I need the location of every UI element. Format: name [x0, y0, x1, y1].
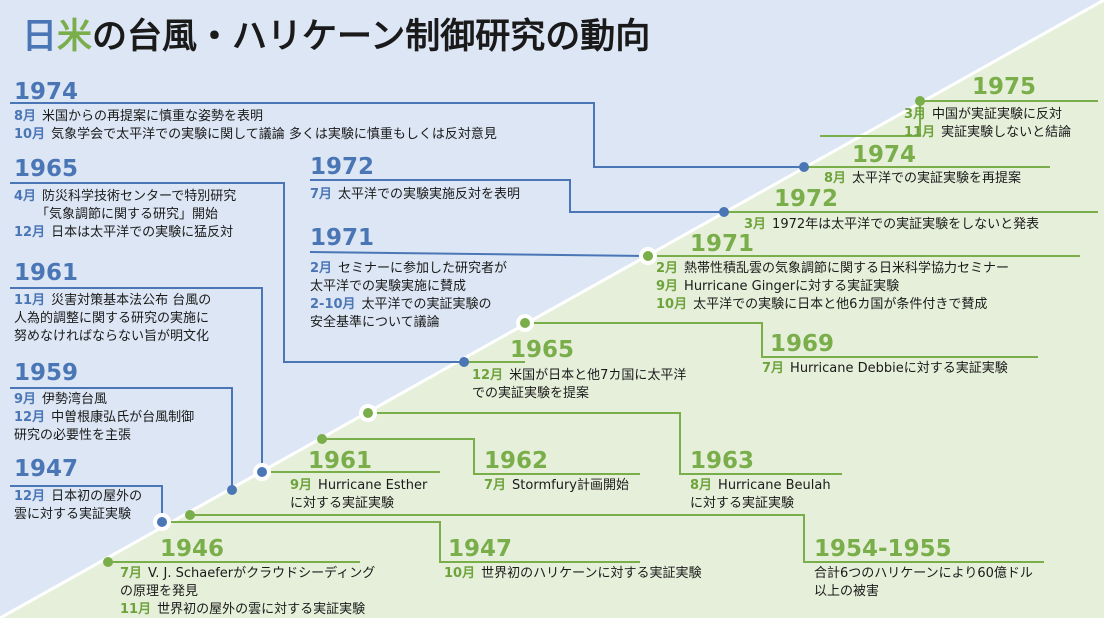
- jp-1971-event-1: 2月 セミナーに参加した研究者が 太平洋での実験実施に賛成: [310, 261, 508, 294]
- jp-1965-event-2: 12月 日本は太平洋での実験に猛反対: [14, 225, 234, 240]
- us-1974-year: 1974: [852, 142, 917, 168]
- jp-1965-year: 1965: [14, 156, 79, 182]
- node-1965: [459, 357, 469, 367]
- us-1972-event-1: 3月 1972年は太平洋での実証実験をしないと発表: [744, 217, 1040, 232]
- us-1969-year: 1969: [770, 331, 835, 357]
- us-1971-event-3: 10月 太平洋での実験に日本と他6カ国が条件付きで賛成: [656, 297, 988, 312]
- us-1963-event-1: 8月 Hurricane Beulah に対する実証実験: [690, 478, 831, 511]
- node-1954: [185, 510, 195, 520]
- connector-us-1947: [162, 521, 640, 563]
- jp-1974-event-1: 8月 米国からの再提案に慎重な姿勢を表明: [14, 109, 264, 124]
- us-1972-year: 1972: [774, 186, 839, 212]
- connector-jp-1971: [309, 251, 649, 257]
- jp-1947-event-1: 12月 日本初の屋外の 雲に対する実証実験: [14, 489, 143, 522]
- jp-1971-event-2: 2-10月 太平洋での実証実験の 安全基準について議論: [310, 297, 492, 330]
- title-japan: 日: [22, 17, 58, 57]
- jp-1961-year: 1961: [14, 260, 79, 286]
- connector-us-1969: [525, 322, 1038, 358]
- node-1974: [799, 162, 809, 172]
- jp-1965-event-1: 4月 防災科学技術センターで特別研究 「気象調節に関する研究」開始: [14, 189, 237, 222]
- connector-jp-1965: [10, 182, 464, 363]
- us-1954-year: 1954-1955: [814, 536, 952, 562]
- jp-1974-year: 1974: [14, 79, 79, 105]
- node-1947: [153, 513, 171, 531]
- node-1959: [227, 485, 237, 495]
- page-title: 日米の台風・ハリケーン制御研究の動向: [22, 8, 650, 59]
- us-1962-year: 1962: [484, 448, 549, 474]
- connector-us-1963: [368, 412, 842, 475]
- us-1962-event-1: 7月 Stormfury計画開始: [484, 478, 629, 493]
- connector-jp-1947: [10, 485, 163, 522]
- us-1975-year: 1975: [972, 74, 1037, 100]
- connector-jp-1974: [10, 102, 804, 168]
- connector-jp-1961: [10, 287, 263, 472]
- node-1961: [253, 463, 271, 481]
- jp-1972-year: 1972: [310, 154, 375, 180]
- us-1975-event-1: 3月 中国が実証実験に反対: [904, 107, 1063, 122]
- us-1969-event-1: 7月 Hurricane Debbieに対する実証実験: [762, 361, 1008, 376]
- node-1946: [103, 557, 113, 567]
- us-1971-year: 1971: [690, 231, 755, 257]
- title-us: 米: [57, 17, 93, 57]
- jp-1959-year: 1959: [14, 360, 79, 386]
- us-1971-event-1: 2月 熱帯性積乱雲の気象調節に関する日米科学協力セミナー: [656, 261, 1010, 276]
- node-1972: [719, 207, 729, 217]
- us-1965-year: 1965: [510, 337, 575, 363]
- jp-1959-event-2: 12月 中曽根康弘氏が台風制御 研究の必要性を主張: [14, 410, 195, 443]
- jp-1947-year: 1947: [14, 456, 79, 482]
- connector-jp-1959: [10, 387, 233, 490]
- us-1954-event-1: 合計6つのハリケーンにより60億ドル 以上の被害: [814, 566, 1033, 599]
- us-1963-year: 1963: [690, 448, 755, 474]
- us-1946-year: 1946: [160, 536, 225, 562]
- us-1946-event-1: 7月 V. J. Schaeferがクラウドシーディング の原理を発見: [120, 566, 376, 599]
- us-1975-event-2: 11月 実証実験しないと結論: [904, 125, 1072, 140]
- connector-us-1962: [322, 438, 640, 475]
- us-1946-event-2: 11月 世界初の屋外の雲に対する実証実験: [120, 602, 366, 617]
- us-1961-year: 1961: [308, 448, 373, 474]
- us-1971-event-2: 9月 Hurricane Gingerに対する実証実験: [656, 279, 900, 294]
- jp-1961-event-1: 11月 災害対策基本法公布 台風の 人為的調整に関する研究の実施に 努めなければならな…: [14, 293, 212, 344]
- us-1947-year: 1947: [448, 536, 513, 562]
- node-1969: [516, 314, 534, 332]
- jp-1974-event-2: 10月 気象学会で太平洋での実験に関して議論 多くは実験に慎重もしくは反対意見: [14, 127, 497, 142]
- title-rest: の台風・ハリケーン制御研究の動向: [92, 17, 651, 57]
- us-1961-event-1: 9月 Hurricane Esther に対する実証実験: [290, 478, 428, 511]
- node-1975: [915, 96, 925, 106]
- node-us-1961: [317, 434, 327, 444]
- jp-1971-year: 1971: [310, 225, 375, 251]
- us-1947-event-1: 10月 世界初のハリケーンに対する実証実験: [444, 566, 702, 581]
- jp-1959-event-1: 9月 伊勢湾台風: [14, 392, 108, 407]
- connector-us-1954: [190, 514, 1044, 563]
- us-1974-event-1: 8月 太平洋での実証実験を再提案: [824, 171, 1022, 186]
- connector-us-1975: [820, 101, 921, 137]
- us-1965-event-1: 12月 米国が日本と他7カ国に太平洋 での実証実験を提案: [472, 368, 687, 401]
- node-1963: [359, 404, 377, 422]
- connector-jp-1972: [310, 179, 724, 213]
- jp-1972-event-1: 7月 太平洋での実験実施反対を表明: [310, 187, 521, 202]
- node-1971: [639, 247, 657, 265]
